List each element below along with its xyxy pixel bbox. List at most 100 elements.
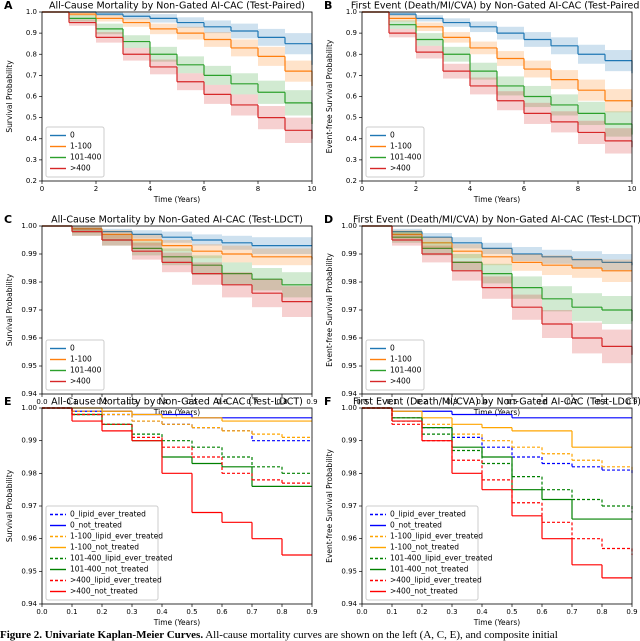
y-tick-label: 0.5 — [26, 114, 37, 122]
x-tick-label: 0.2 — [96, 398, 107, 406]
legend-label: 1-100_not_treated — [70, 543, 139, 552]
legend-label: 1-100_not_treated — [390, 543, 459, 552]
x-axis-label: Time (Years) — [473, 195, 520, 204]
x-tick-label: 0.5 — [506, 608, 517, 616]
x-tick-label: 0.6 — [536, 398, 548, 406]
plot-frame — [41, 225, 313, 395]
y-tick-label: 1.00 — [341, 222, 357, 230]
y-tick-label: 0.7 — [346, 71, 357, 79]
x-tick-label: 0.1 — [386, 608, 397, 616]
legend: 0 1-100 101-400 >400 — [365, 126, 425, 178]
legend-label: 101-400_not_treated — [390, 565, 469, 574]
panel-letter: B — [324, 0, 332, 12]
x-axis-label: Time (Years) — [473, 408, 520, 417]
x-tick-label: 0.6 — [216, 608, 228, 616]
plot-area — [362, 225, 633, 364]
y-tick-label: 0.97 — [21, 502, 37, 510]
legend-label: 1-100 — [70, 355, 92, 364]
x-tick-label: 0.0 — [36, 608, 47, 616]
x-tick-label: 10 — [628, 185, 637, 193]
y-tick-label: 0.5 — [346, 114, 357, 122]
panel: F First Event (Death/MI/CVA) by Non-Gated… — [324, 395, 640, 627]
y-tick-label: 0.98 — [341, 278, 357, 286]
x-tick-label: 0.8 — [276, 608, 287, 616]
plot-area — [42, 407, 312, 556]
x-tick-label: 0.2 — [416, 608, 427, 616]
plot-frame — [41, 11, 313, 182]
x-tick-label: 0.7 — [246, 608, 257, 616]
x-tick-label: 10 — [308, 185, 317, 193]
legend-label: 101-400_lipid_ever_treated — [70, 554, 173, 563]
legend-label: 101-400 — [70, 153, 102, 162]
y-axis-label: Survival Probability — [5, 469, 14, 542]
x-tick-label: 0.2 — [96, 608, 107, 616]
panel-title: First Event (Death/MI/CVA) by Non-Gated … — [353, 215, 640, 226]
legend-label: >400_lipid_ever_treated — [70, 576, 162, 585]
y-tick-label: 0.6 — [346, 93, 358, 101]
x-tick-label: 0.5 — [186, 608, 197, 616]
x-tick-label: 0.7 — [566, 398, 577, 406]
y-tick-label: 0.94 — [341, 600, 357, 608]
x-tick-label: 0.9 — [626, 398, 637, 406]
legend-box — [45, 126, 105, 178]
x-tick-label: 8 — [256, 185, 260, 193]
x-tick-label: 0.3 — [126, 608, 137, 616]
x-tick-label: 0.4 — [476, 608, 488, 616]
y-tick-label: 0.3 — [346, 156, 357, 164]
legend-label: >400 — [390, 377, 411, 386]
y-tick-label: 0.95 — [341, 362, 357, 370]
x-tick-label: 0.7 — [246, 398, 257, 406]
y-tick-label: 0.97 — [21, 306, 37, 314]
y-tick-label: 0.95 — [21, 567, 37, 575]
legend-label: 1-100_lipid_ever_treated — [390, 532, 483, 541]
x-tick-label: 8 — [576, 185, 580, 193]
panel: C All-Cause Mortality by Non-Gated AI-CAC… — [4, 213, 318, 417]
x-tick-label: 0.9 — [306, 608, 317, 616]
x-tick-label: 2 — [94, 185, 98, 193]
y-tick-label: 0.99 — [21, 437, 37, 445]
plot-frame — [361, 11, 633, 182]
x-tick-label: 0.5 — [186, 398, 197, 406]
y-axis-label: Survival Probability — [5, 60, 14, 133]
legend-label: >400_lipid_ever_treated — [390, 576, 482, 585]
y-tick-label: 0.2 — [346, 177, 357, 185]
x-tick-label: 0.0 — [356, 398, 367, 406]
panel-letter: F — [324, 395, 332, 408]
panel-title: All-Cause Mortality by Non-Gated AI-CAC … — [51, 397, 303, 408]
y-tick-label: 1.00 — [21, 404, 37, 412]
plot-frame — [41, 407, 313, 605]
legend-label: >400 — [390, 164, 411, 173]
y-tick-label: 0.94 — [21, 390, 37, 398]
y-tick-label: 0.94 — [341, 390, 357, 398]
y-tick-label: 0.3 — [26, 156, 37, 164]
y-tick-label: 0.7 — [26, 71, 37, 79]
y-tick-label: 0.97 — [341, 306, 357, 314]
legend-label: 0_lipid_ever_treated — [70, 510, 146, 519]
x-tick-label: 0.2 — [416, 398, 427, 406]
panel-title: First Event (Death/MI/CVA) by Non-Gated … — [353, 397, 640, 408]
x-tick-label: 2 — [414, 185, 418, 193]
y-tick-label: 0.9 — [26, 29, 37, 37]
legend-box — [45, 505, 159, 601]
y-tick-label: 0.96 — [21, 334, 37, 342]
y-tick-label: 0.98 — [21, 469, 37, 477]
x-tick-label: 0.8 — [276, 398, 287, 406]
x-tick-label: 0.7 — [566, 608, 577, 616]
y-axis-label: Event-free Survival Probability — [325, 253, 334, 367]
x-axis-label: Time (Years) — [153, 618, 200, 627]
x-tick-label: 0.0 — [356, 608, 367, 616]
y-tick-label: 0.98 — [341, 469, 357, 477]
legend: 0_lipid_ever_treated 0_not_treated 1-100_l… — [45, 505, 173, 601]
caption: Figure 2. Univariate Kaplan-Meier Curves… — [0, 629, 558, 641]
y-tick-label: 0.2 — [26, 177, 37, 185]
panel-title: All-Cause Mortality by Non-Gated AI-CAC … — [49, 1, 305, 12]
legend-label: 1-100 — [390, 355, 412, 364]
legend-label: 101-400_not_treated — [70, 565, 149, 574]
y-tick-label: 0.96 — [341, 535, 357, 543]
y-tick-label: 1.00 — [341, 404, 357, 412]
y-tick-label: 1.00 — [21, 222, 37, 230]
panel-letter: E — [4, 395, 12, 408]
panel: E All-Cause Mortality by Non-Gated AI-CAC… — [4, 395, 318, 627]
legend-box — [45, 339, 105, 391]
panel: B First Event (Death/MI/CVA) by Non-Gated… — [324, 0, 640, 204]
